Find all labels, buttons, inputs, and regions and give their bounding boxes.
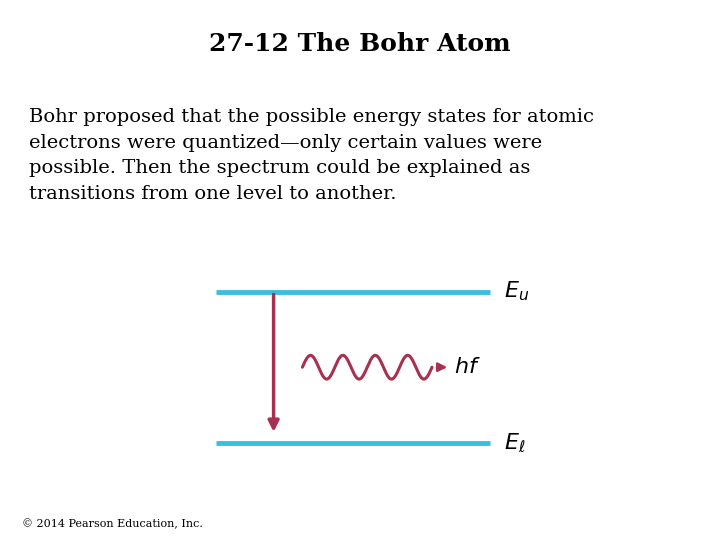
Text: $hf$: $hf$ — [454, 356, 480, 378]
Text: 27-12 The Bohr Atom: 27-12 The Bohr Atom — [210, 32, 510, 56]
Text: $E_u$: $E_u$ — [504, 280, 529, 303]
Text: Bohr proposed that the possible energy states for atomic
electrons were quantize: Bohr proposed that the possible energy s… — [29, 108, 594, 203]
Text: © 2014 Pearson Education, Inc.: © 2014 Pearson Education, Inc. — [22, 518, 202, 529]
Text: $E_\ell$: $E_\ell$ — [504, 431, 526, 454]
